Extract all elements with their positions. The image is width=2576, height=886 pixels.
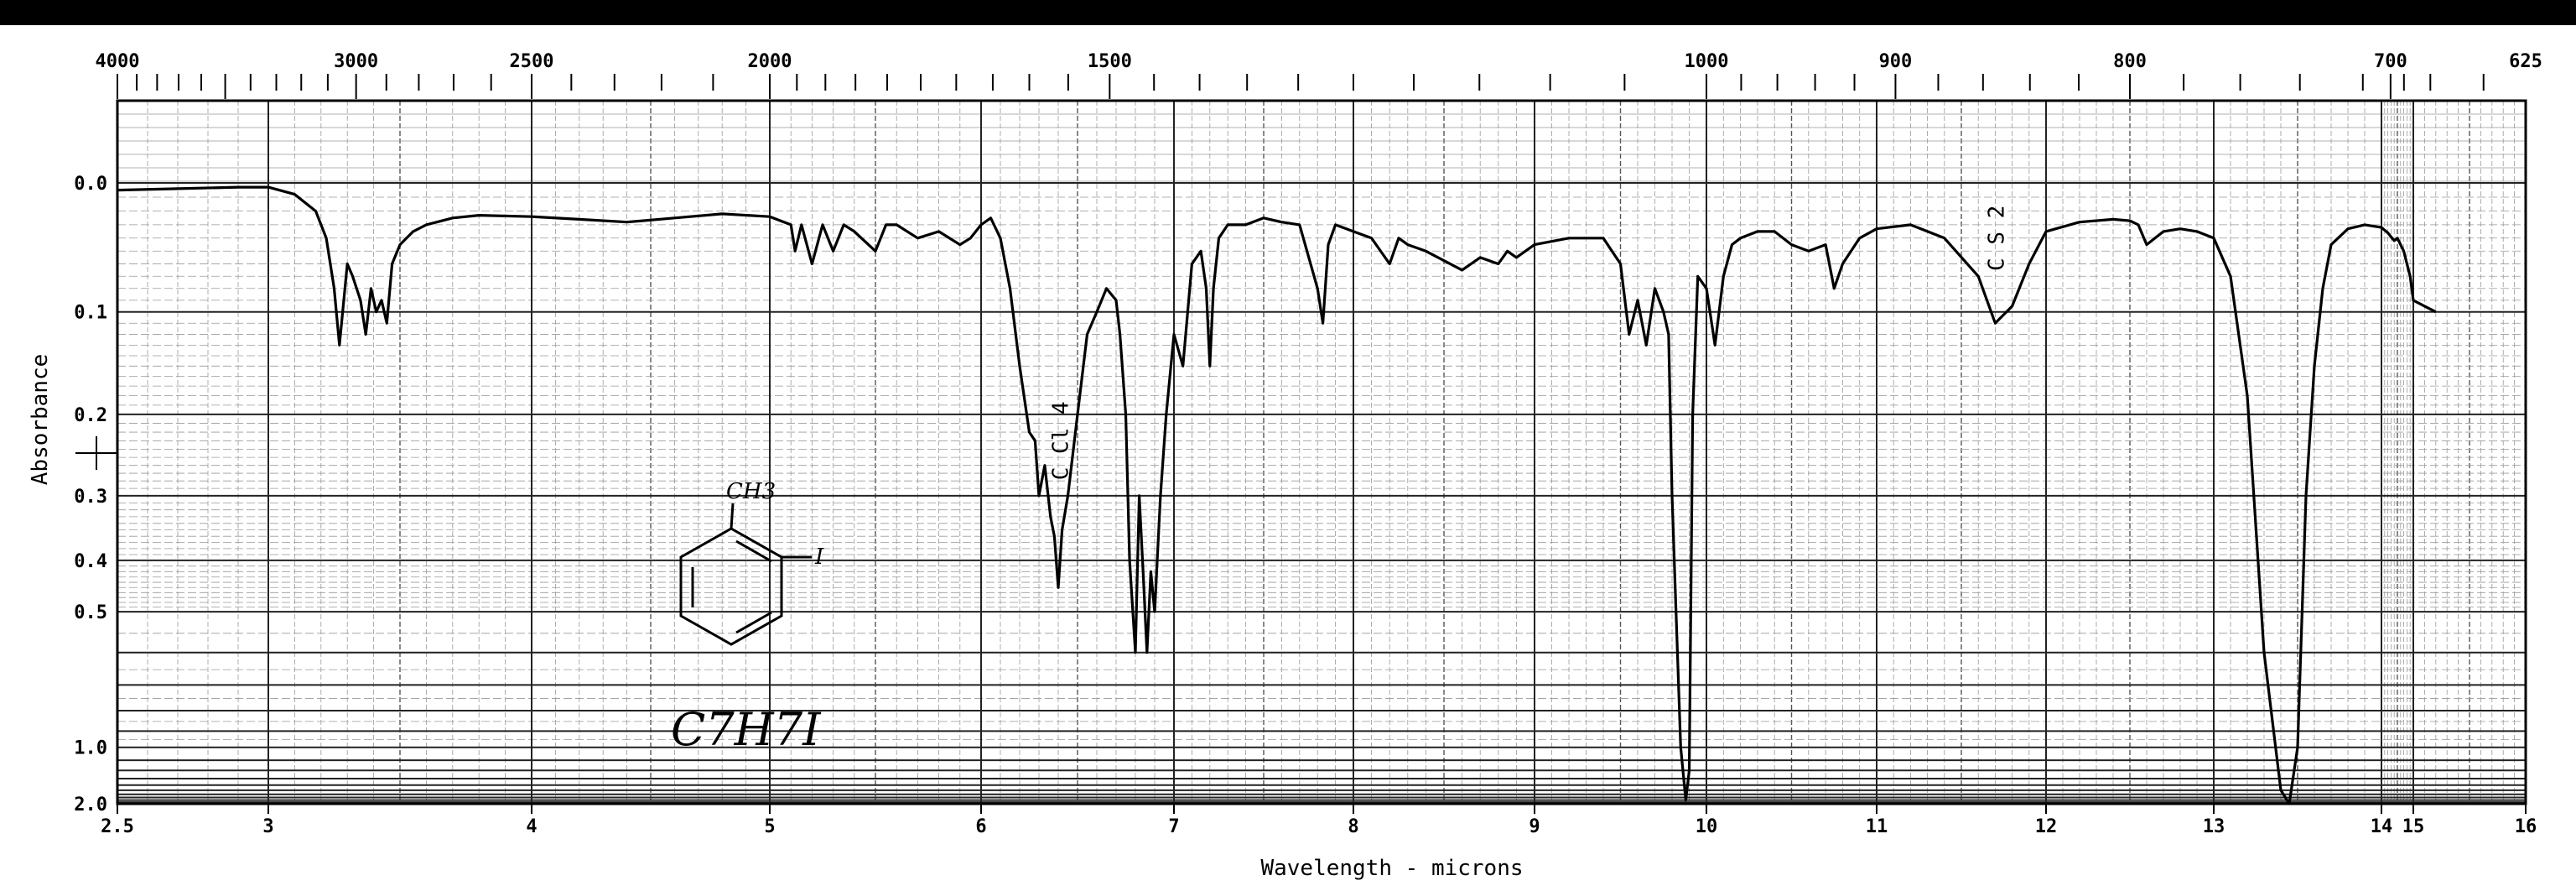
x-axis-title: Wavelength - microns — [1260, 856, 1523, 881]
left-tick-label: 0.3 — [74, 487, 107, 508]
top-tick-label: 700 — [2374, 51, 2407, 72]
bottom-tick-label: 14 — [2371, 816, 2393, 837]
double-bond-1 — [735, 539, 772, 563]
structure-methyl-label: CH3 — [726, 479, 776, 504]
spectrum-annotation: C S 2 — [1985, 206, 2010, 271]
bottom-tick-label: 10 — [1696, 816, 1718, 837]
molecular-formula: C7H7I — [671, 703, 822, 756]
top-tick-label: 1500 — [1088, 51, 1132, 72]
bottom-tick-label: 11 — [1866, 816, 1888, 837]
top-tick-label: 1000 — [1685, 51, 1729, 72]
double-bond-2 — [735, 611, 772, 634]
bottom-tick-label: 7 — [1168, 816, 1179, 837]
top-tick-label: 2500 — [510, 51, 554, 72]
bottom-tick-label: 8 — [1348, 816, 1358, 837]
bottom-tick-label: 4 — [526, 816, 537, 837]
left-tick-label: 0.0 — [74, 174, 107, 195]
left-tick-label: 1.0 — [74, 738, 107, 759]
bottom-tick-label: 9 — [1529, 816, 1540, 837]
top-axis-wavenumber: 4000 3000 2500 2000 1500 1000 900 800 700 625 — [96, 51, 2542, 99]
top-black-bar — [0, 0, 2576, 25]
bottom-tick-label: 13 — [2203, 816, 2225, 837]
top-tick-label: 900 — [1879, 51, 1913, 72]
structure-drawing — [679, 503, 812, 646]
top-tick-label: 2000 — [748, 51, 792, 72]
left-axis-absorbance: 0.0 0.1 0.2 0.3 0.4 0.5 1.0 2.0 — [74, 174, 117, 816]
left-tick-label: 0.2 — [74, 405, 107, 426]
grid-minor — [117, 101, 2526, 804]
left-tick-label: 2.0 — [74, 795, 107, 816]
top-tick-label: 625 — [2509, 51, 2542, 72]
bottom-tick-label: 12 — [2035, 816, 2058, 837]
spectrum-annotation: C Cl 4 — [1049, 401, 1074, 480]
top-tick-label: 800 — [2113, 51, 2147, 72]
spectrum-line — [117, 185, 2437, 805]
bottom-tick-label: 3 — [262, 816, 273, 837]
bottom-tick-label: 5 — [764, 816, 775, 837]
top-tick-label: 4000 — [96, 51, 140, 72]
top-tick-label: 3000 — [334, 51, 378, 72]
left-tick-label: 0.4 — [74, 551, 107, 572]
bottom-tick-label: 2.5 — [101, 816, 134, 837]
structure-iodo-label: I — [814, 545, 824, 570]
methyl-bond — [730, 503, 735, 529]
benzene-ring — [679, 527, 783, 646]
bottom-tick-label: 16 — [2515, 816, 2537, 837]
bottom-axis-wavelength: 2.5 3 4 5 6 7 8 9 10 11 12 13 14 15 16 — [101, 804, 2537, 837]
left-tick-label: 0.5 — [74, 602, 107, 623]
bottom-tick-label: 6 — [975, 816, 986, 837]
bottom-tick-label: 15 — [2402, 816, 2425, 837]
left-tick-label: 0.1 — [74, 303, 107, 324]
annotations: C Cl 4 C S 2 — [1049, 206, 2010, 481]
y-axis-title: Absorbance — [28, 354, 53, 486]
